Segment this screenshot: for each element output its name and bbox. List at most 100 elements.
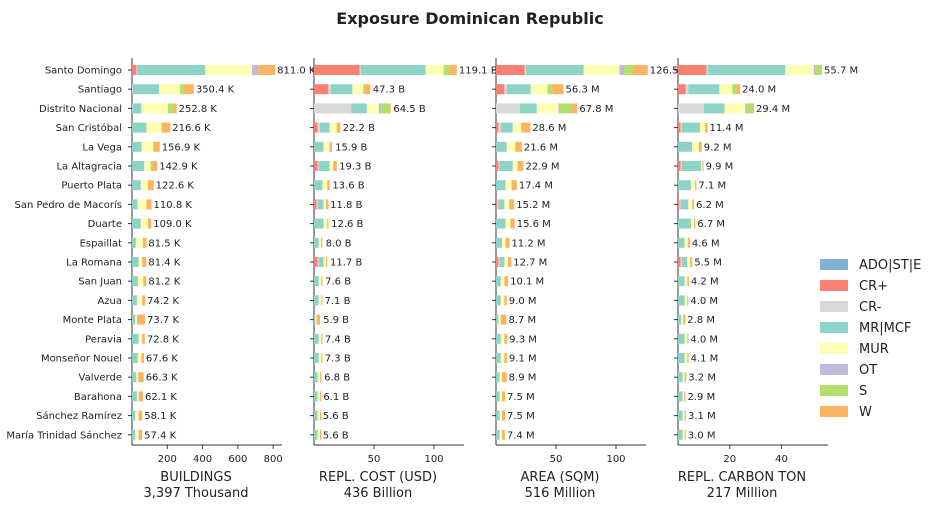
bar-value-label: 126.5 M <box>650 66 690 77</box>
bar-segment <box>678 141 693 152</box>
bar-segment <box>137 199 147 210</box>
bar-segment <box>132 333 139 344</box>
bar-value-label: 9.0 M <box>509 296 537 307</box>
bar-segment <box>320 391 322 402</box>
bar-value-label: 350.4 K <box>196 85 235 96</box>
bar-segment <box>745 103 747 114</box>
row-label: Azua <box>97 296 122 307</box>
bar-segment <box>146 199 152 210</box>
bar-value-label: 62.1 K <box>145 392 177 403</box>
bar-value-label: 5.6 B <box>323 411 349 422</box>
bar-segment <box>328 84 331 95</box>
bar-segment <box>137 353 142 363</box>
row-label: Distrito Nacional <box>39 104 122 115</box>
bar-segment <box>499 257 505 267</box>
panel: 50 100 119.1 B 47.3 B 64.5 B 22.2 B 15.9 B 19.3… <box>310 58 498 501</box>
bar-segment <box>318 237 322 248</box>
bar-segment <box>318 161 330 171</box>
panel: 200 400 600 800 811.0 K 350.4 K 252.8 K 216.6 K… <box>128 58 316 501</box>
bar-segment <box>684 237 688 248</box>
bar-segment <box>504 333 508 344</box>
bar-segment <box>634 65 648 75</box>
bar-value-label: 9.3 M <box>509 334 537 345</box>
row-label: Barahona <box>74 392 122 403</box>
bar-segment <box>496 314 499 325</box>
row-label: San Juan <box>78 277 122 288</box>
bar-value-label: 81.4 K <box>148 258 180 269</box>
row-label: Monseñor Nouel <box>41 354 122 365</box>
bar-segment <box>322 180 328 191</box>
bar-segment <box>329 141 332 152</box>
bar-segment <box>132 65 137 75</box>
bar-value-label: 6.1 B <box>323 392 349 403</box>
bar-segment <box>132 429 136 440</box>
bar-value-label: 5.6 B <box>323 430 349 441</box>
bar-segment <box>321 295 323 306</box>
bar-segment <box>498 199 505 210</box>
bar-segment <box>132 353 138 363</box>
bar-segment <box>736 84 741 95</box>
bar-segment <box>499 391 502 402</box>
bar-segment <box>320 429 322 440</box>
bar-segment <box>496 65 525 75</box>
bar-segment <box>318 353 322 363</box>
bar-segment <box>498 122 501 133</box>
row-label: La Vega <box>82 142 122 153</box>
bar-value-label: 2.8 M <box>687 315 715 326</box>
bar-segment <box>314 141 324 152</box>
bar-segment <box>702 161 704 171</box>
bar-value-label: 7.1 M <box>698 181 726 192</box>
bar-segment <box>314 180 323 191</box>
bar-value-label: 17.4 M <box>519 181 553 192</box>
bar-value-label: 29.4 M <box>756 104 790 115</box>
bar-segment <box>624 65 634 75</box>
bar-segment <box>137 65 206 75</box>
bar-segment <box>183 84 194 95</box>
bar-segment <box>496 295 501 306</box>
bar-value-label: 122.6 K <box>156 181 195 192</box>
bar-segment <box>135 237 143 248</box>
bar-segment <box>512 122 522 133</box>
bar-segment <box>687 237 690 248</box>
bar-segment <box>138 429 143 440</box>
bar-segment <box>136 65 138 75</box>
bar-segment <box>132 372 137 383</box>
bar-segment <box>327 180 330 191</box>
bar-segment <box>701 161 703 171</box>
bar-segment <box>688 199 693 210</box>
bar-segment <box>678 410 683 421</box>
bar-segment <box>681 161 702 171</box>
bar-value-label: 6.7 M <box>697 219 725 230</box>
legend-label: S <box>859 384 867 399</box>
bar-segment <box>678 295 685 306</box>
bar-segment <box>323 218 328 229</box>
bar-segment <box>136 314 146 325</box>
bar-segment <box>681 257 688 267</box>
bar-value-label: 156.9 K <box>162 142 201 153</box>
bar-segment <box>378 103 382 114</box>
row-label: Duarte <box>88 219 122 230</box>
bar-segment <box>506 141 516 152</box>
legend-label: CR+ <box>859 279 888 294</box>
x-tick-label: 100 <box>606 454 625 465</box>
bar-segment <box>682 391 685 402</box>
bar-value-label: 57.4 K <box>144 430 176 441</box>
bar-segment <box>504 353 507 363</box>
bar-segment <box>680 257 682 267</box>
bar-segment <box>684 391 686 402</box>
bar-segment <box>314 410 318 421</box>
bar-segment <box>326 257 328 267</box>
x-axis-label: REPL. COST (USD) <box>319 470 437 485</box>
bar-segment <box>314 218 324 229</box>
bar-value-label: 22.2 B <box>343 123 375 134</box>
bar-segment <box>135 410 139 421</box>
bar-segment <box>678 353 685 363</box>
bar-segment <box>138 410 143 421</box>
bar-segment <box>132 161 145 171</box>
bar-segment <box>140 180 148 191</box>
x-axis-label: REPL. CARBON TON <box>678 470 806 485</box>
bar-segment <box>496 161 499 171</box>
bar-value-label: 24.0 M <box>742 85 776 96</box>
bar-segment <box>498 314 501 325</box>
row-label: San Pedro de Macorís <box>14 199 122 211</box>
